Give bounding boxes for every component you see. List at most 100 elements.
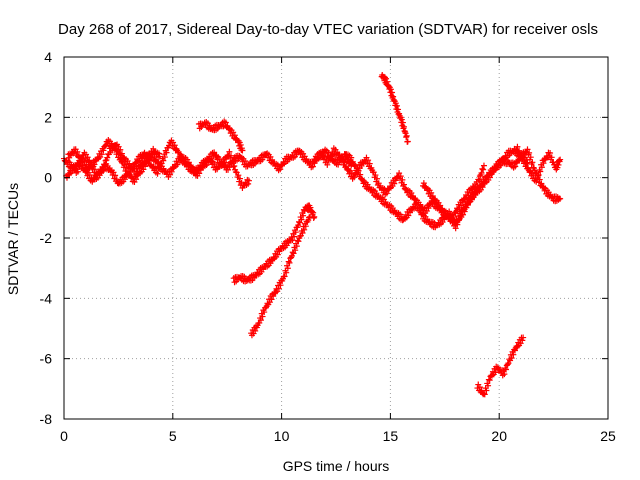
data-point [306, 213, 313, 220]
data-point [514, 143, 521, 150]
data-point [252, 327, 259, 334]
data-point [324, 161, 331, 168]
data-point [519, 337, 526, 344]
data-point [156, 153, 163, 160]
data-point [381, 74, 388, 81]
data-point [481, 391, 488, 398]
data-point [239, 147, 246, 154]
data-point [163, 149, 170, 156]
data-point [236, 175, 243, 182]
series-arc-3 [65, 136, 163, 185]
data-point [290, 250, 297, 257]
data-point [161, 154, 168, 161]
y-axis-label: SDTVAR / TECUs [5, 183, 21, 295]
data-point [538, 164, 545, 171]
data-point [295, 238, 302, 245]
data-point [325, 157, 332, 164]
data-point [366, 160, 373, 167]
data-point [355, 167, 362, 174]
data-point [196, 170, 203, 177]
data-point [317, 149, 324, 156]
series-arc-9 [378, 71, 411, 145]
data-point [476, 384, 483, 391]
data-point [554, 164, 561, 171]
data-point [428, 189, 435, 196]
data-point [259, 313, 266, 320]
data-point [339, 155, 346, 162]
data-point [516, 147, 523, 154]
ticks-layer: 0 5 10 15 20 25 -8 -6 -4 -2 0 2 4 [40, 49, 616, 444]
data-point [533, 178, 540, 185]
data-point [293, 243, 300, 250]
data-point [452, 225, 459, 232]
data-point [211, 149, 218, 156]
data-point [501, 371, 508, 378]
marks-layer [61, 71, 564, 398]
data-point [112, 172, 119, 179]
y-tick-label: 0 [44, 170, 52, 186]
series-arc-5 [230, 202, 318, 286]
data-point [463, 204, 470, 211]
data-point [476, 173, 483, 180]
data-point [292, 247, 299, 254]
data-point [154, 170, 161, 177]
data-point [226, 148, 233, 155]
x-tick-label: 10 [274, 428, 290, 444]
data-point [392, 177, 399, 184]
data-point [437, 202, 444, 209]
data-point [365, 157, 372, 164]
data-point [375, 180, 382, 187]
data-point [156, 165, 163, 172]
x-tick-label: 5 [169, 428, 177, 444]
data-point [341, 159, 348, 166]
series-arc-11 [513, 143, 564, 185]
data-point [286, 259, 293, 266]
data-point [351, 174, 358, 181]
data-point [305, 217, 312, 224]
data-point [398, 116, 405, 123]
data-point [534, 172, 541, 179]
data-point [383, 75, 390, 82]
y-tick-label: -6 [40, 351, 53, 367]
data-point [397, 173, 404, 180]
x-axis-label: GPS time / hours [283, 458, 390, 474]
data-point [425, 205, 432, 212]
data-point [114, 148, 121, 155]
data-point [392, 100, 399, 107]
data-point [74, 168, 81, 175]
data-point [226, 164, 233, 171]
data-point [399, 176, 406, 183]
data-point [547, 150, 554, 157]
data-point [480, 166, 487, 173]
data-point [197, 167, 204, 174]
data-point [118, 150, 125, 157]
data-point [130, 163, 137, 170]
data-point [470, 193, 477, 200]
data-point [285, 258, 292, 265]
data-point [529, 159, 536, 166]
data-point [485, 382, 492, 389]
data-point [383, 190, 390, 197]
data-point [291, 233, 298, 240]
data-point [124, 167, 131, 174]
data-point [508, 355, 515, 362]
data-point [403, 132, 410, 139]
data-point [526, 149, 533, 156]
chart-title: Day 268 of 2017, Sidereal Day-to-day VTE… [58, 21, 598, 38]
data-point [277, 166, 284, 173]
x-tick-label: 25 [600, 428, 616, 444]
data-point [129, 166, 136, 173]
data-point [301, 226, 308, 233]
data-point [548, 154, 555, 161]
data-point [142, 163, 149, 170]
data-point [300, 212, 307, 219]
data-point [454, 221, 461, 228]
data-point [268, 296, 275, 303]
data-point [480, 162, 487, 169]
data-point [461, 208, 468, 215]
data-point [476, 177, 483, 184]
data-point [479, 165, 486, 172]
data-point [269, 156, 276, 163]
data-point [309, 163, 316, 170]
